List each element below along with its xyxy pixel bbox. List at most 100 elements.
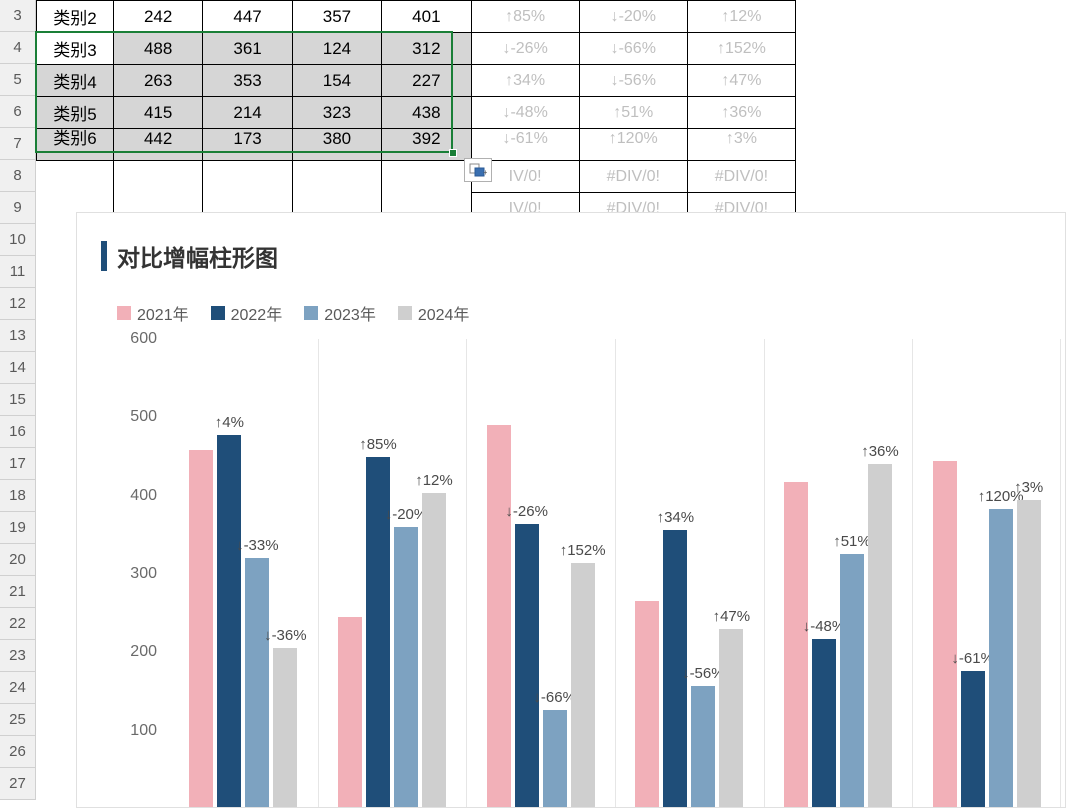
row-header[interactable]: 23 bbox=[0, 640, 36, 672]
cell-value[interactable]: 124 bbox=[292, 33, 381, 65]
row-header[interactable]: 25 bbox=[0, 704, 36, 736]
cell-percent[interactable]: ↑12% bbox=[687, 1, 795, 33]
row-header[interactable]: 27 bbox=[0, 768, 36, 800]
bar bbox=[719, 629, 743, 807]
row-header[interactable]: 16 bbox=[0, 416, 36, 448]
row-header[interactable]: 17 bbox=[0, 448, 36, 480]
cell-category[interactable]: 类别2 bbox=[37, 1, 114, 33]
cell-percent[interactable]: ↑3% bbox=[687, 129, 795, 161]
cell-value[interactable]: 312 bbox=[382, 33, 471, 65]
y-tick-label: 600 bbox=[130, 330, 157, 348]
selection-fill-handle[interactable] bbox=[449, 149, 457, 157]
cell-percent[interactable]: ↓-66% bbox=[579, 33, 687, 65]
cell-value[interactable]: 154 bbox=[292, 65, 381, 97]
cell-percent[interactable]: ↓-56% bbox=[579, 65, 687, 97]
legend-label: 2023年 bbox=[324, 301, 376, 325]
row-header[interactable]: 9 bbox=[0, 192, 36, 224]
row-header[interactable]: 4 bbox=[0, 32, 36, 64]
cell-value[interactable]: 392 bbox=[382, 129, 471, 161]
cell-percent[interactable]: ↓-61% bbox=[471, 129, 579, 161]
paste-options-icon[interactable]: + bbox=[464, 158, 492, 182]
cell-value[interactable] bbox=[203, 161, 292, 193]
cell-value[interactable]: 242 bbox=[113, 1, 202, 33]
cell-percent[interactable]: #DIV/0! bbox=[579, 161, 687, 193]
legend-item: 2021年 bbox=[117, 301, 189, 325]
bar bbox=[635, 601, 659, 807]
cell-value[interactable] bbox=[382, 161, 471, 193]
cell-category[interactable]: 类别5 bbox=[37, 97, 114, 129]
bar-label: ↑4% bbox=[215, 414, 244, 431]
cell-percent[interactable]: ↓-20% bbox=[579, 1, 687, 33]
cell-percent[interactable]: ↑85% bbox=[471, 1, 579, 33]
cell-category[interactable] bbox=[37, 161, 114, 193]
svg-text:+: + bbox=[483, 168, 487, 177]
cell-value[interactable]: 380 bbox=[292, 129, 381, 161]
y-tick-label: 300 bbox=[130, 565, 157, 583]
row-header[interactable]: 20 bbox=[0, 544, 36, 576]
row-header[interactable]: 10 bbox=[0, 224, 36, 256]
row-header[interactable]: 15 bbox=[0, 384, 36, 416]
cell-category[interactable]: 类别3 bbox=[37, 33, 114, 65]
data-table[interactable]: 类别2242447357401↑85%↓-20%↑12% 类别3488361124… bbox=[36, 0, 796, 225]
chart-title-accent bbox=[101, 241, 107, 271]
row-header[interactable]: 12 bbox=[0, 288, 36, 320]
row-header[interactable]: 24 bbox=[0, 672, 36, 704]
bar bbox=[868, 464, 892, 807]
cell-value[interactable]: 263 bbox=[113, 65, 202, 97]
bar bbox=[487, 425, 511, 807]
cell-percent[interactable]: ↑152% bbox=[687, 33, 795, 65]
legend-label: 2021年 bbox=[137, 301, 189, 325]
row-header[interactable]: 22 bbox=[0, 608, 36, 640]
row-header[interactable]: 7 bbox=[0, 128, 36, 160]
cell-category[interactable]: 类别4 bbox=[37, 65, 114, 97]
cell-percent[interactable]: ↓-48% bbox=[471, 97, 579, 129]
row-header[interactable]: 18 bbox=[0, 480, 36, 512]
bar-label: ↑36% bbox=[861, 443, 899, 460]
cell-percent[interactable]: ↑36% bbox=[687, 97, 795, 129]
cell-value[interactable]: 357 bbox=[292, 1, 381, 33]
legend-item: 2023年 bbox=[304, 301, 376, 325]
row-header[interactable]: 14 bbox=[0, 352, 36, 384]
legend-item: 2024年 bbox=[398, 301, 470, 325]
bar bbox=[394, 527, 418, 807]
row-header[interactable]: 13 bbox=[0, 320, 36, 352]
cell-value[interactable]: 173 bbox=[203, 129, 292, 161]
row-header[interactable]: 11 bbox=[0, 256, 36, 288]
bar-label: ↓-61% bbox=[951, 650, 994, 667]
cell-value[interactable]: 227 bbox=[382, 65, 471, 97]
cell-value[interactable]: 323 bbox=[292, 97, 381, 129]
cell-percent[interactable]: ↑47% bbox=[687, 65, 795, 97]
row-header[interactable]: 8 bbox=[0, 160, 36, 192]
cell-percent[interactable]: ↑51% bbox=[579, 97, 687, 129]
cell-value[interactable]: 438 bbox=[382, 97, 471, 129]
bar-label: ↑47% bbox=[713, 608, 751, 625]
cell-value[interactable]: 447 bbox=[203, 1, 292, 33]
cell-value[interactable]: 214 bbox=[203, 97, 292, 129]
cell-percent[interactable]: #DIV/0! bbox=[687, 161, 795, 193]
bar-group: ↓-61%↑120%↑3% bbox=[912, 339, 1061, 807]
cell-value[interactable] bbox=[292, 161, 381, 193]
cell-percent[interactable]: ↓-26% bbox=[471, 33, 579, 65]
row-header[interactable]: 6 bbox=[0, 96, 36, 128]
cell-value[interactable]: 415 bbox=[113, 97, 202, 129]
cell-value[interactable] bbox=[113, 161, 202, 193]
row-header[interactable]: 26 bbox=[0, 736, 36, 768]
cell-value[interactable]: 488 bbox=[113, 33, 202, 65]
row-header[interactable]: 5 bbox=[0, 64, 36, 96]
bar-label: ↑34% bbox=[657, 509, 695, 526]
group-separator bbox=[1060, 339, 1061, 807]
chart-object[interactable]: 对比增幅柱形图 2021年2022年2023年2024年 10020030040… bbox=[76, 212, 1066, 808]
cell-category[interactable]: 类别6 bbox=[37, 129, 114, 161]
bar bbox=[515, 524, 539, 807]
cell-value[interactable]: 353 bbox=[203, 65, 292, 97]
cell-value[interactable]: 401 bbox=[382, 1, 471, 33]
cell-percent[interactable]: ↑34% bbox=[471, 65, 579, 97]
cell-value[interactable]: 361 bbox=[203, 33, 292, 65]
bar bbox=[217, 435, 241, 807]
cell-percent[interactable]: ↑120% bbox=[579, 129, 687, 161]
row-header[interactable]: 3 bbox=[0, 0, 36, 32]
row-header[interactable]: 21 bbox=[0, 576, 36, 608]
cell-value[interactable]: 442 bbox=[113, 129, 202, 161]
row-header[interactable]: 19 bbox=[0, 512, 36, 544]
legend-item: 2022年 bbox=[211, 301, 283, 325]
